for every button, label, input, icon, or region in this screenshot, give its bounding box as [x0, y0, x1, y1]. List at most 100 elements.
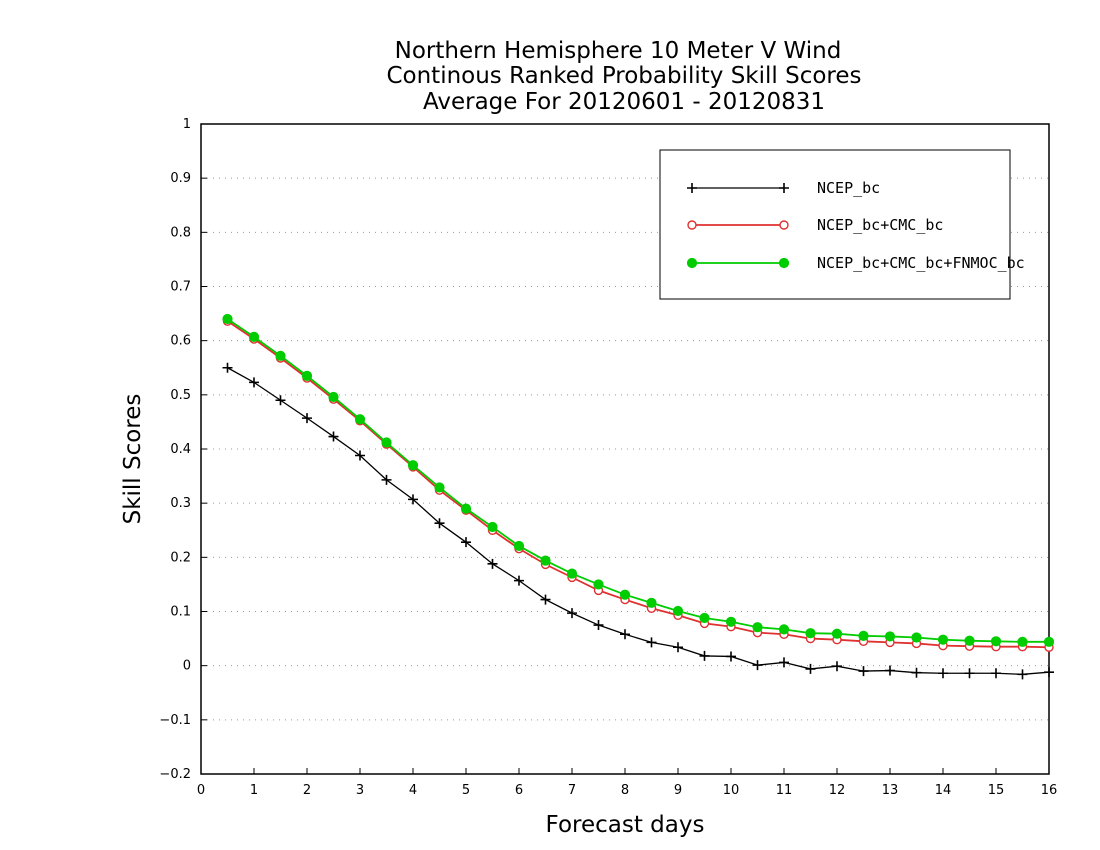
data-point: [593, 620, 604, 631]
data-point: [858, 666, 869, 677]
x-tick-label: 2: [303, 783, 311, 798]
data-point: [646, 597, 657, 608]
y-tick-label: 0: [183, 659, 191, 674]
chart-title-line-2: Continous Ranked Probability Skill Score…: [386, 63, 861, 89]
series-layer: [222, 313, 1055, 680]
data-point: [619, 589, 631, 600]
x-tick-label: 9: [674, 783, 682, 798]
data-point: [884, 631, 896, 642]
data-point: [938, 668, 948, 679]
data-point: [301, 370, 313, 381]
data-point: [1017, 636, 1028, 647]
data-point: [487, 558, 498, 569]
data-point: [937, 634, 949, 645]
data-point: [222, 313, 233, 325]
data-point: [646, 637, 657, 648]
data-point: [328, 431, 339, 442]
y-tick-label: 1: [183, 117, 191, 132]
data-point: [699, 612, 710, 624]
data-point: [248, 331, 260, 342]
legend-label: NCEP_bc: [817, 179, 880, 197]
legend-item-2: NCEP_bc+CMC_bc: [687, 216, 943, 234]
series-3: [222, 313, 1055, 647]
legend: NCEP_bc NCEP_bc+CMC_bc NCEP_bc+CMC_bc+FNMO…: [659, 149, 1025, 300]
data-point: [964, 668, 975, 679]
data-point: [381, 474, 392, 485]
data-point: [540, 594, 551, 605]
x-tick-label: 1: [250, 783, 258, 798]
data-point: [832, 661, 842, 672]
x-tick-label: 12: [829, 783, 846, 798]
x-tick-label: 13: [882, 783, 899, 798]
data-point: [408, 494, 418, 505]
x-tick-label: 6: [515, 783, 523, 798]
chart-title: Northern Hemisphere 10 Meter V Wind Cont…: [386, 38, 861, 115]
x-tick-label: 7: [568, 783, 576, 798]
y-tick-label: 0.8: [170, 225, 191, 240]
legend-item-1: NCEP_bc: [687, 179, 880, 197]
data-point: [354, 414, 366, 425]
data-point: [249, 377, 259, 388]
data-point: [673, 642, 683, 653]
legend-marker: [778, 257, 790, 269]
data-point: [461, 537, 471, 548]
data-point: [1043, 636, 1055, 647]
x-axis: 0 1 2 3 4 5 6 7 8 9 10 11 12 13 14 15 16: [197, 768, 1057, 798]
data-point: [567, 608, 577, 619]
x-axis-label: Forecast days: [546, 812, 705, 838]
y-axis-label: Skill Scores: [120, 394, 146, 525]
data-point: [407, 460, 419, 471]
x-tick-label: 0: [197, 783, 205, 798]
legend-box: [659, 149, 1011, 300]
data-point: [672, 605, 684, 617]
data-point: [620, 629, 630, 640]
data-point: [752, 660, 763, 671]
data-point: [434, 518, 445, 529]
data-point: [434, 482, 445, 493]
y-tick-label: 0.7: [170, 280, 191, 295]
data-point: [805, 663, 816, 674]
legend-marker: [687, 220, 697, 230]
data-point: [514, 575, 524, 586]
y-tick-label: 0.3: [170, 496, 191, 511]
data-point: [381, 437, 392, 448]
data-point: [302, 413, 312, 424]
data-point: [275, 395, 286, 406]
legend-marker: [687, 183, 697, 193]
y-tick-label: −0.2: [159, 767, 191, 782]
data-point: [858, 630, 869, 641]
data-point: [699, 650, 710, 661]
data-point: [779, 657, 789, 668]
x-tick-label: 15: [988, 783, 1005, 798]
data-point: [991, 668, 1001, 679]
data-point: [964, 635, 975, 646]
x-tick-label: 8: [621, 783, 629, 798]
data-point: [1017, 669, 1028, 680]
y-axis: −0.2 −0.1 0 0.1 0.2 0.3 0.4 0.5 0.6 0.7 0.8 0.9 1: [159, 117, 207, 782]
x-tick-label: 11: [776, 783, 793, 798]
x-tick-label: 5: [462, 783, 470, 798]
data-point: [513, 540, 525, 552]
series-1: [222, 362, 1054, 680]
legend-item-3: NCEP_bc+CMC_bc+FNMOC_bc: [686, 254, 1025, 272]
data-point: [725, 616, 737, 627]
y-tick-label: 0.1: [170, 605, 191, 620]
data-point: [460, 503, 472, 514]
legend-marker: [779, 183, 789, 193]
data-point: [990, 636, 1002, 647]
data-point: [1044, 667, 1054, 678]
data-point: [778, 624, 790, 635]
y-tick-label: 0.5: [170, 388, 191, 403]
data-point: [540, 555, 551, 566]
y-tick-label: 0.4: [170, 442, 191, 457]
data-point: [831, 628, 843, 639]
y-tick-label: 0.9: [170, 171, 191, 186]
legend-marker: [779, 220, 789, 230]
data-point: [487, 521, 498, 533]
series-2: [222, 316, 1054, 652]
legend-label: NCEP_bc+CMC_bc+FNMOC_bc: [817, 254, 1025, 272]
x-tick-label: 14: [935, 783, 952, 798]
data-point: [726, 651, 736, 662]
data-point: [275, 350, 286, 361]
